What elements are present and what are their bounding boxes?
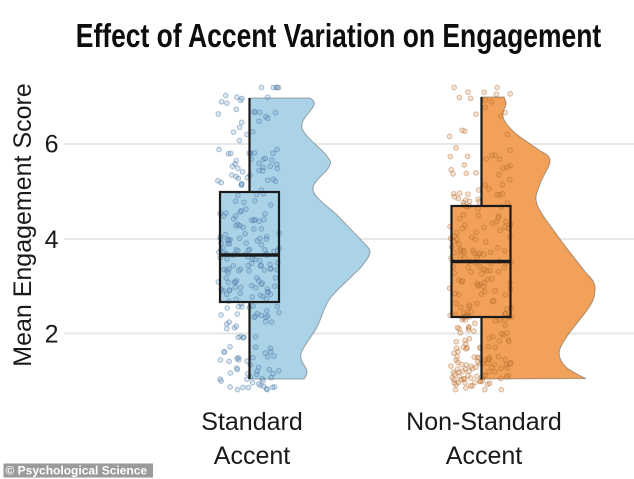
svg-text:Non-Standard: Non-Standard (406, 408, 562, 436)
svg-text:6: 6 (45, 131, 59, 159)
svg-text:© Psychological Science: © Psychological Science (6, 464, 148, 478)
svg-text:Mean Engagement Score: Mean Engagement Score (9, 83, 37, 367)
svg-text:Effect of Accent Variation on: Effect of Accent Variation on Engagement (76, 19, 601, 55)
svg-text:Accent: Accent (214, 442, 290, 470)
svg-text:2: 2 (45, 321, 59, 349)
svg-text:Standard: Standard (201, 408, 302, 436)
svg-text:Accent: Accent (446, 442, 522, 470)
svg-text:4: 4 (45, 226, 59, 254)
